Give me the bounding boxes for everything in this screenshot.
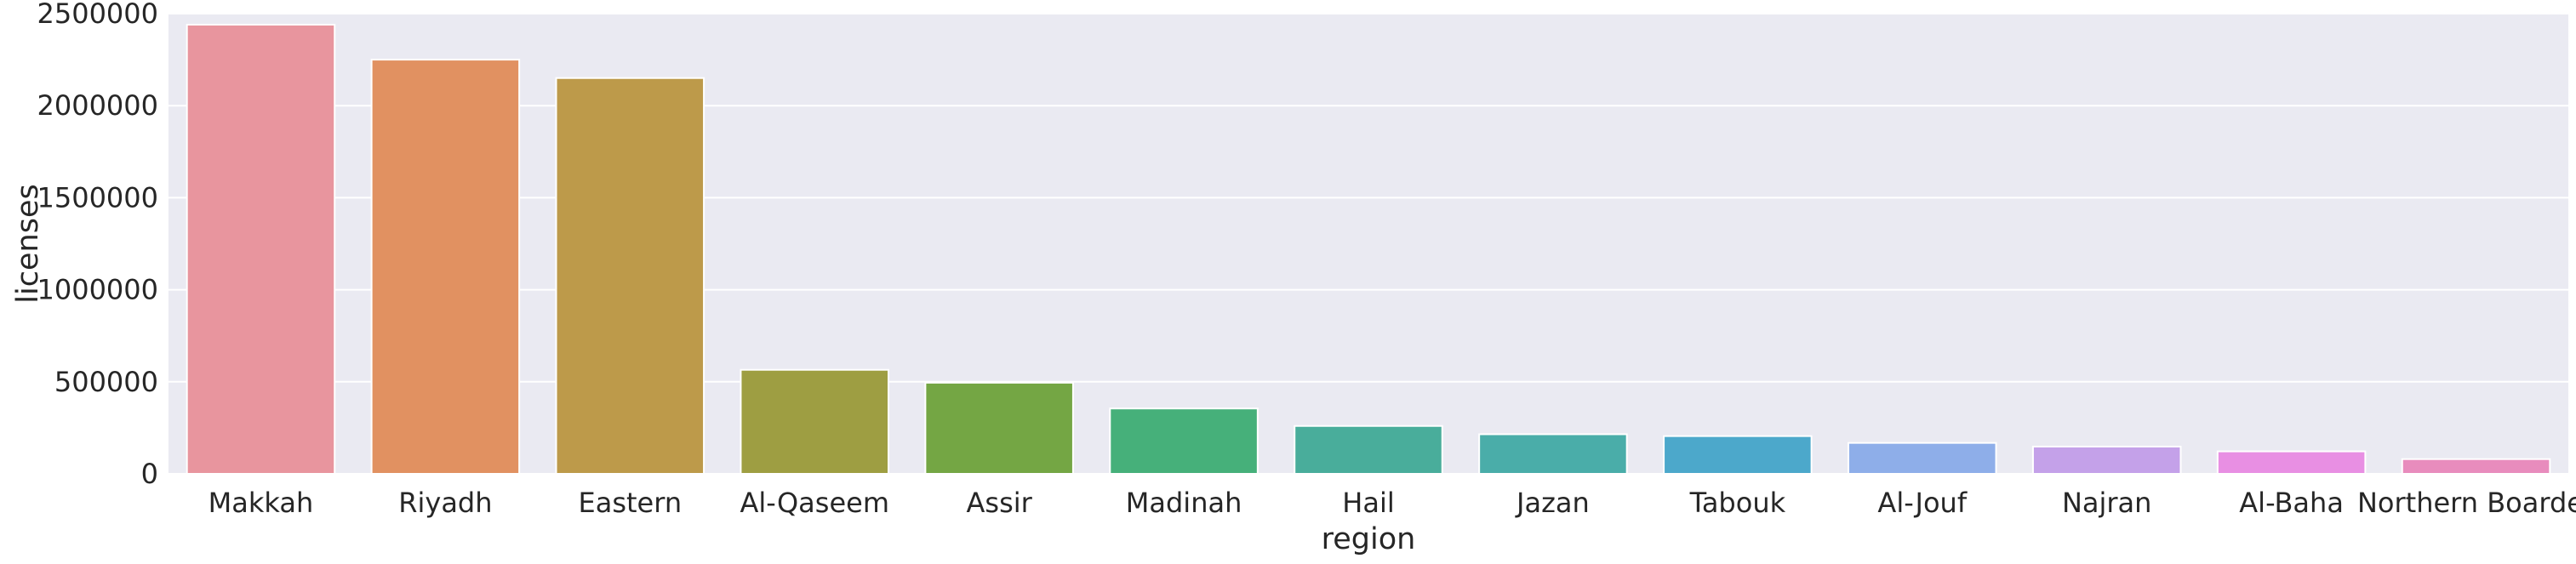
x-tick-label: Tabouk (1689, 487, 1786, 519)
x-tick-label: Eastern (579, 487, 683, 519)
y-tick-label: 2500000 (37, 0, 158, 30)
bar (2216, 450, 2367, 475)
y-tick-label: 0 (141, 458, 158, 490)
x-tick-label: Jazan (1515, 487, 1590, 519)
bar (555, 77, 705, 476)
x-tick-label: Al-Qaseem (740, 487, 889, 519)
x-tick-label: Al-Jouf (1877, 487, 1967, 519)
x-tick-label: Riyadh (398, 487, 492, 519)
x-tick-label: Northern Boarder (2357, 487, 2576, 519)
x-tick-label: Assir (967, 487, 1033, 519)
bar (1663, 435, 1813, 475)
bar (1294, 424, 1443, 475)
bar (1848, 442, 1997, 475)
bar (186, 23, 336, 475)
x-tick-label: Madinah (1126, 487, 1242, 519)
y-tick-label: 1500000 (37, 181, 158, 214)
x-tick-label: Al-Baha (2239, 487, 2344, 519)
y-tick-label: 500000 (54, 366, 158, 398)
bar (370, 59, 521, 475)
bar (2401, 458, 2551, 475)
bar (924, 381, 1074, 475)
plot-background (168, 14, 2568, 474)
x-axis-label: region (1322, 522, 1416, 556)
x-tick-labels: Makkah Riyadh Eastern Al-Qaseem Assir Madinah… (208, 487, 2576, 519)
bar (740, 368, 890, 476)
bar (1478, 433, 1628, 475)
x-tick-label: Makkah (208, 487, 314, 519)
x-tick-label: Hail (1342, 487, 1394, 519)
x-tick-label: Najran (2062, 487, 2151, 519)
y-tick-label: 2000000 (37, 89, 158, 122)
y-axis-label: licenses (11, 184, 45, 303)
bar (2031, 445, 2182, 475)
y-tick-labels: 0 500000 1000000 1500000 2000000 2500000 (37, 0, 158, 490)
y-tick-label: 1000000 (37, 274, 158, 306)
bars (186, 23, 2551, 476)
bar (1109, 407, 1259, 476)
